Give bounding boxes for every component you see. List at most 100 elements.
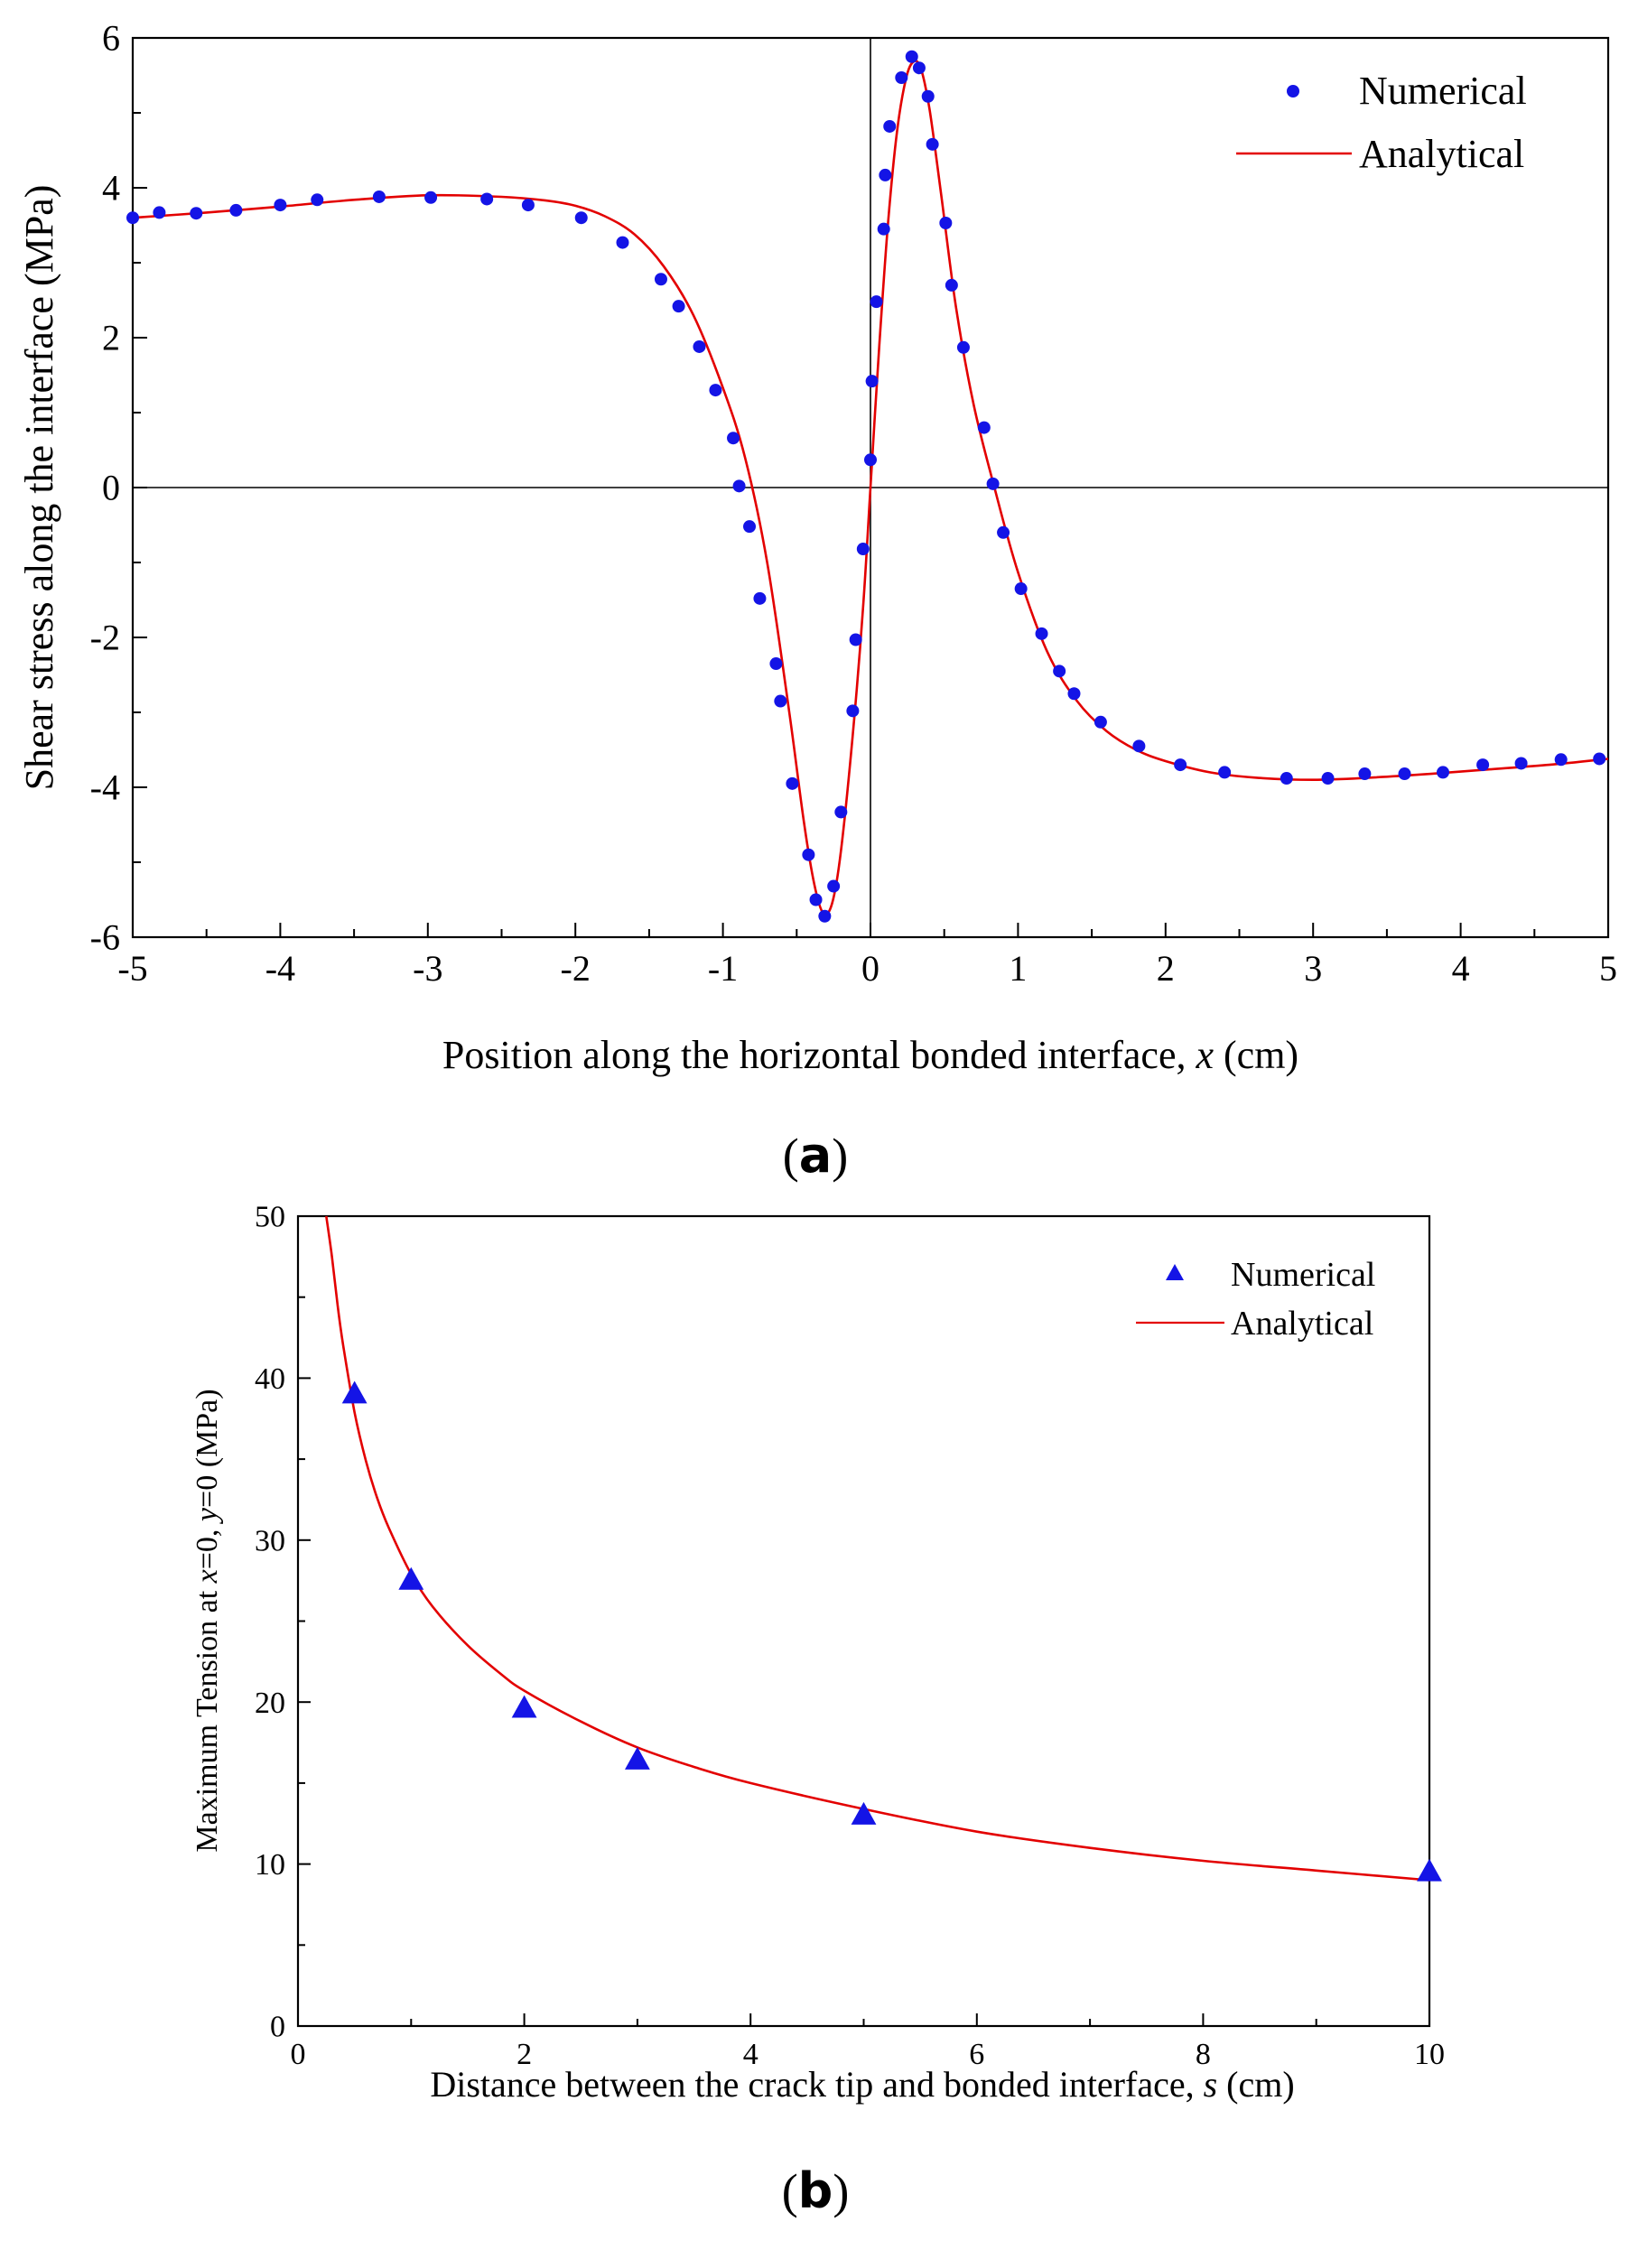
a-numerical-point: [693, 339, 706, 353]
a-numerical-point: [818, 909, 832, 923]
a-x-tick-label: -2: [561, 948, 591, 989]
a-numerical-point: [1035, 627, 1048, 640]
a-numerical-point: [895, 70, 908, 84]
a-numerical-point: [905, 50, 918, 63]
a-numerical-point: [311, 193, 324, 207]
a-numerical-point: [921, 89, 935, 103]
a-numerical-point: [877, 222, 890, 236]
a-numerical-point: [521, 199, 535, 212]
panel-a-y-axis-title: Shear stress along the interface (MPa): [17, 185, 61, 791]
a-x-tick-label: -1: [708, 948, 738, 989]
b-numerical-point: [398, 1566, 424, 1590]
a-numerical-point: [1358, 767, 1372, 781]
a-numerical-point: [1014, 582, 1028, 596]
a-numerical-point: [424, 191, 438, 204]
a-numerical-point: [1398, 767, 1411, 781]
panel-a-legend-numerical-label: Numerical: [1359, 69, 1527, 113]
a-analytical-curve: [132, 60, 1609, 916]
a-numerical-point: [1514, 757, 1528, 770]
b-y-tick-label: 20: [255, 1687, 285, 1720]
b-y-tick-label: 40: [255, 1362, 285, 1396]
b-x-tick-label: 6: [969, 2038, 984, 2071]
b-y-tick-label: 0: [270, 2011, 285, 2044]
a-numerical-point: [1476, 758, 1490, 772]
a-numerical-point: [616, 236, 629, 249]
a-numerical-point: [732, 479, 746, 493]
panel-a-shear-stress-chart: -5 -4 -3 -2 -1 0 1 2 3 4 5 -6 -4 -2 0 2 4 6 Numerical Ana…: [17, 18, 1617, 1184]
panel-b-analytical-series: [325, 1215, 1430, 1882]
a-numerical-point: [1094, 715, 1107, 729]
a-numerical-point: [709, 384, 722, 397]
panel-b-y-axis-title: Maximum Tension at x=0, y=0 (MPa): [191, 1389, 224, 1852]
a-y-tick-label: 0: [102, 468, 120, 508]
b-analytical-curve: [325, 1215, 1430, 1882]
a-numerical-point: [849, 633, 862, 646]
b-numerical-point: [1417, 1858, 1442, 1882]
b-numerical-point: [851, 1801, 877, 1825]
a-y-tick-label: 6: [102, 18, 120, 59]
panel-a-tag: (a): [783, 1127, 848, 1184]
a-y-tick-label: -2: [90, 618, 120, 658]
b-x-tick-label: 4: [743, 2038, 759, 2071]
a-numerical-point: [1436, 766, 1449, 779]
a-numerical-point: [786, 776, 799, 790]
a-numerical-point: [126, 211, 139, 225]
b-x-tick-label: 8: [1196, 2038, 1211, 2071]
a-numerical-point: [912, 61, 926, 75]
a-x-tick-label: 0: [861, 948, 879, 989]
a-numerical-point: [753, 591, 767, 605]
a-numerical-point: [883, 119, 897, 133]
a-numerical-point: [229, 203, 243, 217]
b-x-tick-label: 10: [1414, 2038, 1445, 2071]
a-x-tick-label: 4: [1452, 948, 1470, 989]
panel-b-x-axis-title: Distance between the crack tip and bonde…: [430, 2064, 1294, 2105]
a-x-tick-label: -3: [413, 948, 442, 989]
a-numerical-point: [856, 543, 870, 556]
a-x-tick-label: 5: [1599, 948, 1617, 989]
a-numerical-point: [986, 477, 1000, 490]
b-y-tick-label: 10: [255, 1848, 285, 1882]
panel-a-legend: Numerical Analytical: [1236, 69, 1527, 176]
a-y-tick-label: -6: [90, 917, 120, 958]
b-numerical-point: [341, 1380, 368, 1404]
b-numerical-point: [624, 1746, 650, 1770]
a-numerical-point: [945, 278, 958, 292]
a-numerical-point: [774, 694, 787, 708]
a-numerical-point: [865, 375, 879, 388]
panel-b-legend-numerical-label: Numerical: [1231, 1256, 1375, 1294]
panel-b-tick-labels: 0 2 4 6 8 10 0 10 20 30 40 50: [255, 1201, 1445, 2071]
a-numerical-point: [574, 211, 588, 225]
a-x-tick-label: 1: [1009, 948, 1027, 989]
panel-a-legend-analytical-label: Analytical: [1359, 132, 1524, 176]
a-numerical-point: [743, 520, 757, 534]
a-numerical-point: [153, 206, 166, 219]
a-numerical-point: [926, 137, 939, 151]
a-numerical-point: [1554, 753, 1568, 767]
a-numerical-point: [190, 207, 203, 220]
b-y-tick-label: 50: [255, 1201, 285, 1234]
a-y-tick-label: -4: [90, 767, 120, 808]
b-y-tick-label: 30: [255, 1524, 285, 1557]
a-numerical-point: [1053, 665, 1066, 678]
a-numerical-point: [809, 893, 823, 906]
a-numerical-point: [1218, 766, 1232, 779]
a-numerical-point: [846, 704, 860, 718]
a-numerical-point: [672, 300, 685, 313]
panel-a-axis-ticks: [132, 37, 1609, 938]
panel-b-legend: Numerical Analytical: [1136, 1256, 1375, 1343]
panel-b-numerical-series: [341, 1380, 1442, 1882]
a-numerical-point: [977, 421, 991, 434]
b-x-tick-label: 2: [517, 2038, 532, 2071]
panel-a-legend-numerical-marker: [1287, 85, 1299, 98]
a-numerical-point: [480, 192, 494, 206]
a-numerical-point: [654, 273, 667, 286]
panel-b-legend-numerical-marker: [1166, 1264, 1184, 1280]
a-numerical-point: [997, 525, 1010, 539]
a-numerical-point: [372, 190, 386, 203]
b-x-tick-label: 0: [291, 2038, 306, 2071]
b-numerical-point: [511, 1695, 537, 1718]
a-x-tick-label: -5: [117, 948, 147, 989]
a-numerical-point: [834, 805, 848, 819]
panel-a-tick-labels: -5 -4 -3 -2 -1 0 1 2 3 4 5 -6 -4 -2 0 2 4 6: [90, 18, 1617, 989]
